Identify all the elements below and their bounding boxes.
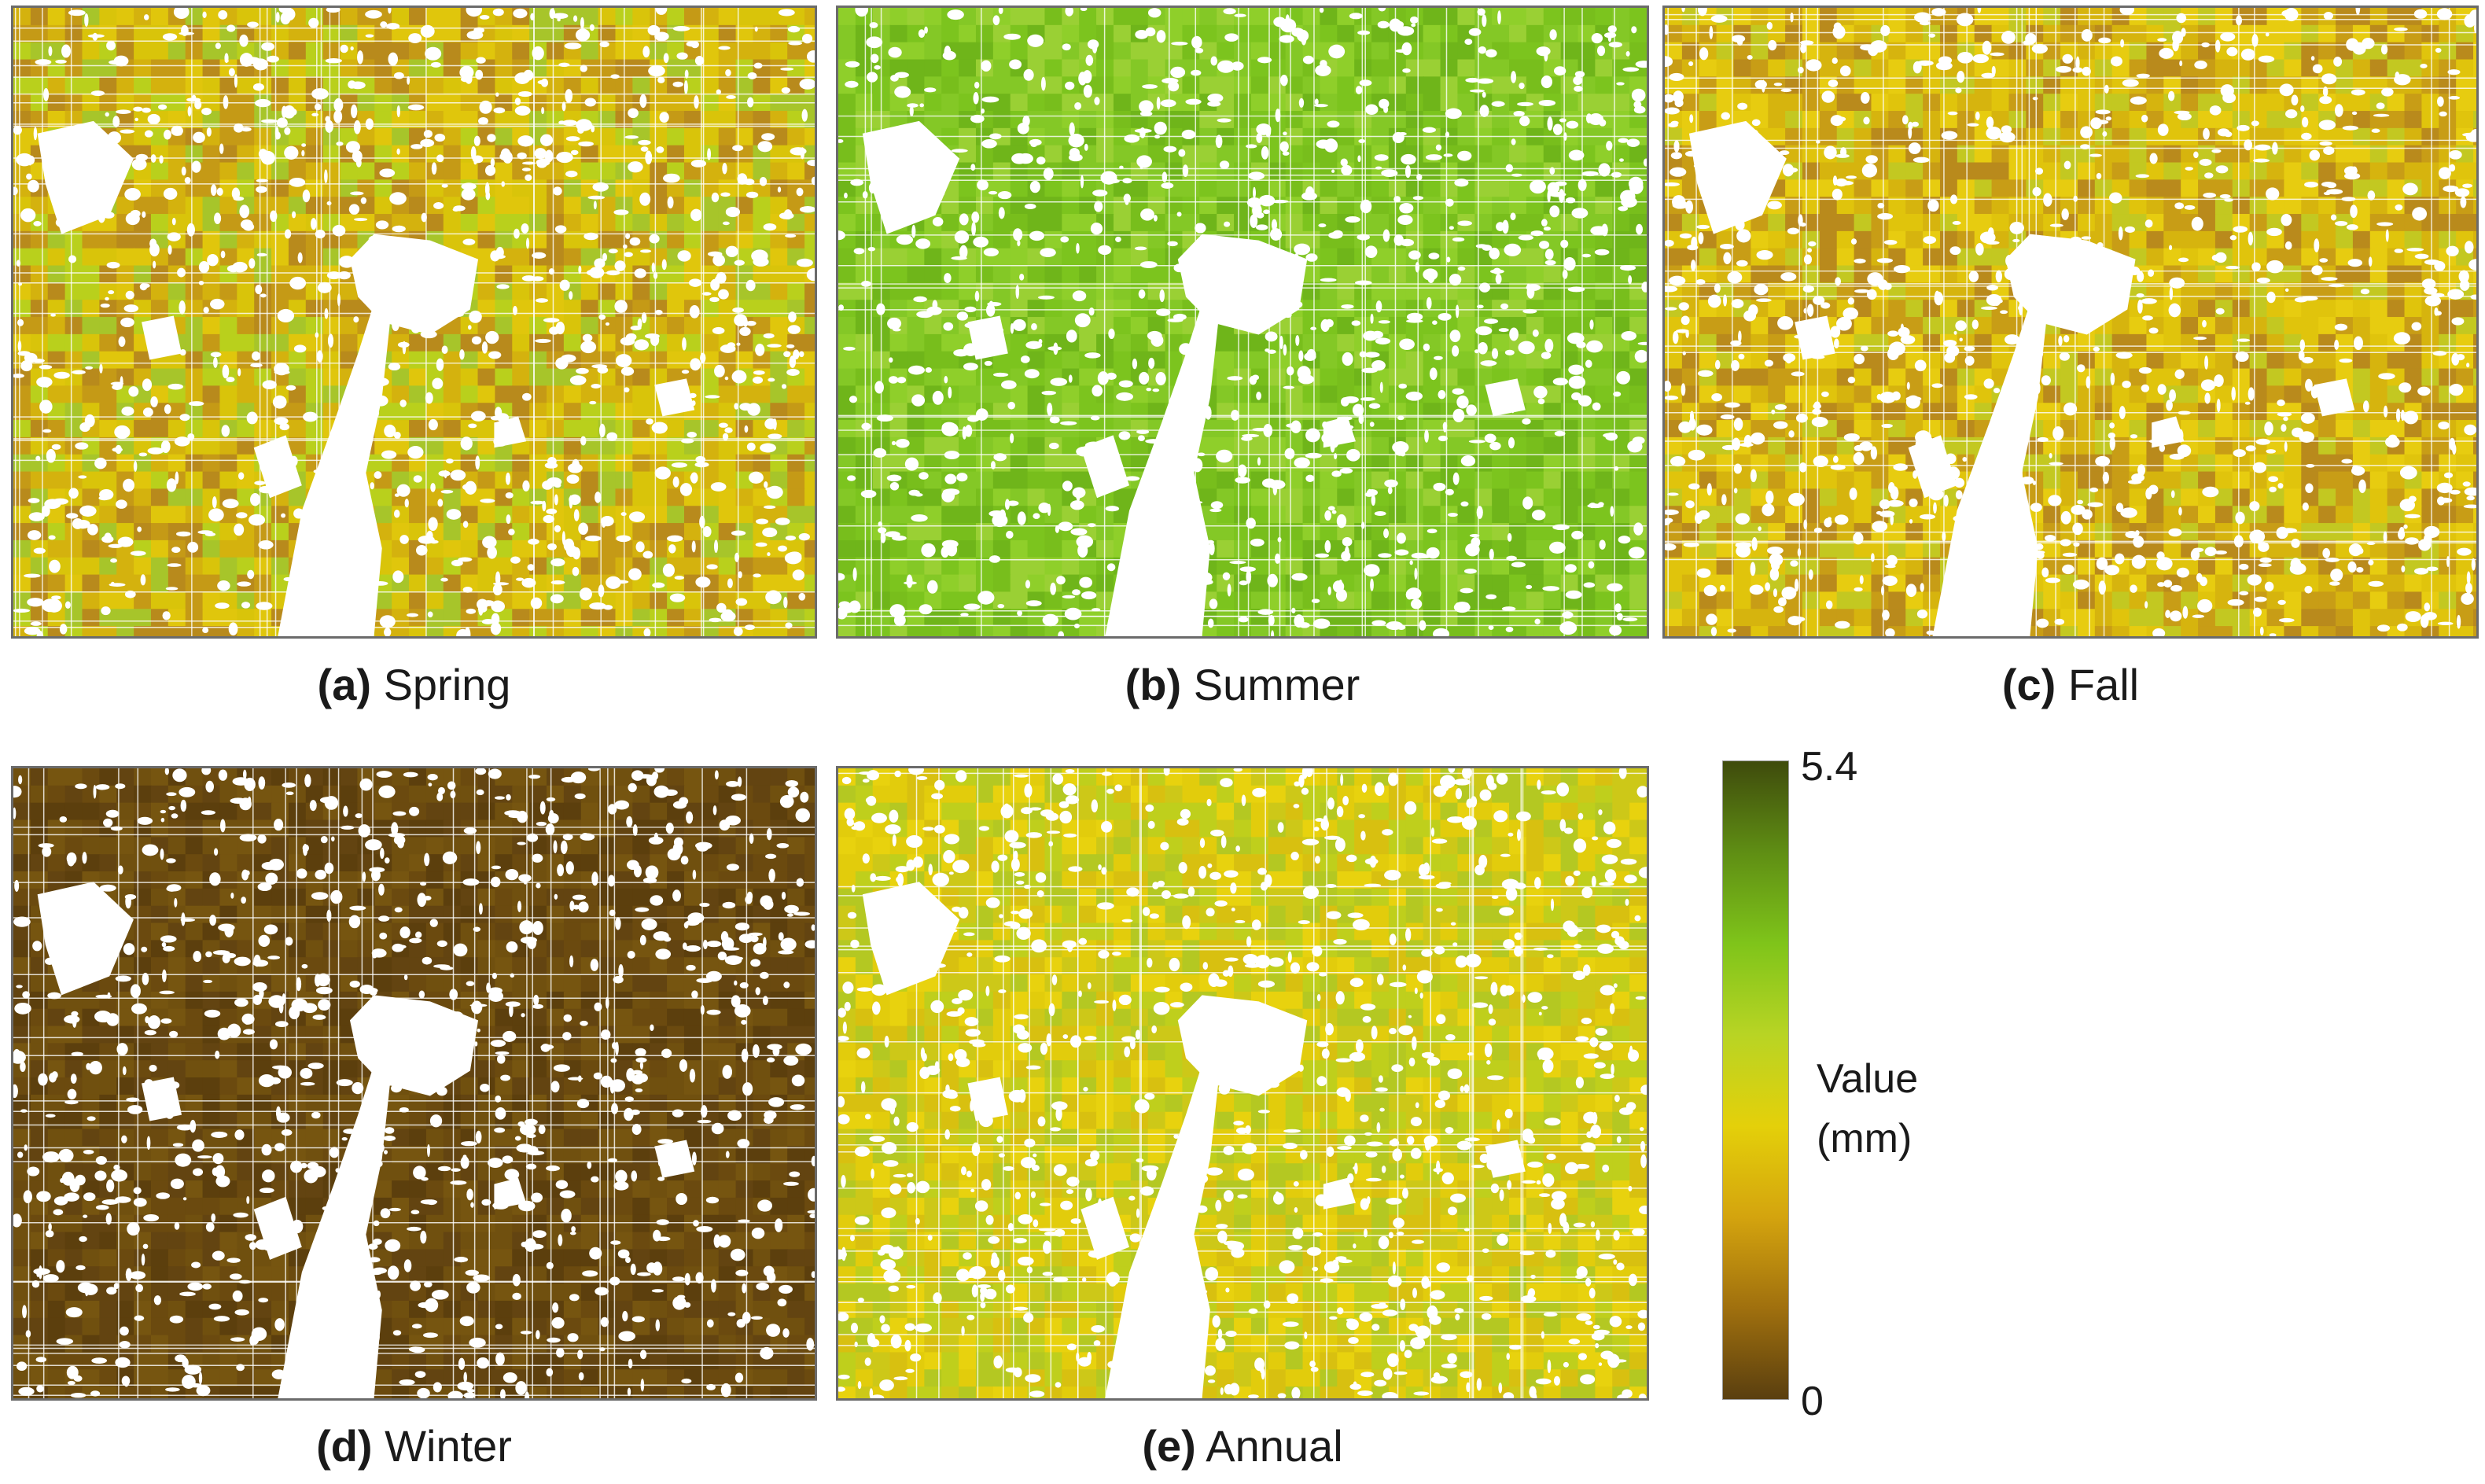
map-panel-annual xyxy=(836,766,1649,1401)
caption-label: Spring xyxy=(383,660,511,709)
caption-annual: (e) Annual xyxy=(836,1420,1649,1471)
caption-letter: (d) xyxy=(316,1421,373,1471)
caption-letter: (b) xyxy=(1125,660,1182,709)
map-panel-spring xyxy=(11,6,817,639)
legend-min-label: 0 xyxy=(1801,1379,1824,1424)
caption-label: Winter xyxy=(385,1421,512,1471)
map-summer xyxy=(838,8,1647,636)
caption-letter: (c) xyxy=(2001,660,2056,709)
caption-letter: (e) xyxy=(1142,1421,1196,1471)
map-panel-fall xyxy=(1662,6,2479,639)
caption-letter: (a) xyxy=(317,660,371,709)
map-annual xyxy=(838,768,1647,1398)
map-panel-winter xyxy=(11,766,817,1401)
map-fall xyxy=(1665,8,2476,636)
map-winter xyxy=(13,768,815,1398)
caption-fall: (c) Fall xyxy=(1662,659,2479,710)
legend-title-line2: (mm) xyxy=(1817,1116,1913,1162)
legend-max-label: 5.4 xyxy=(1801,744,1858,790)
caption-summer: (b) Summer xyxy=(836,659,1649,710)
color-scale-bar xyxy=(1722,760,1789,1400)
caption-label: Summer xyxy=(1193,660,1360,709)
caption-winter: (d) Winter xyxy=(11,1420,817,1471)
map-spring xyxy=(13,8,815,636)
caption-label: Fall xyxy=(2067,660,2140,709)
caption-label: Annual xyxy=(1206,1421,1343,1471)
map-panel-summer xyxy=(836,6,1649,639)
caption-spring: (a) Spring xyxy=(11,659,817,710)
legend-title-line1: Value xyxy=(1817,1056,1919,1102)
